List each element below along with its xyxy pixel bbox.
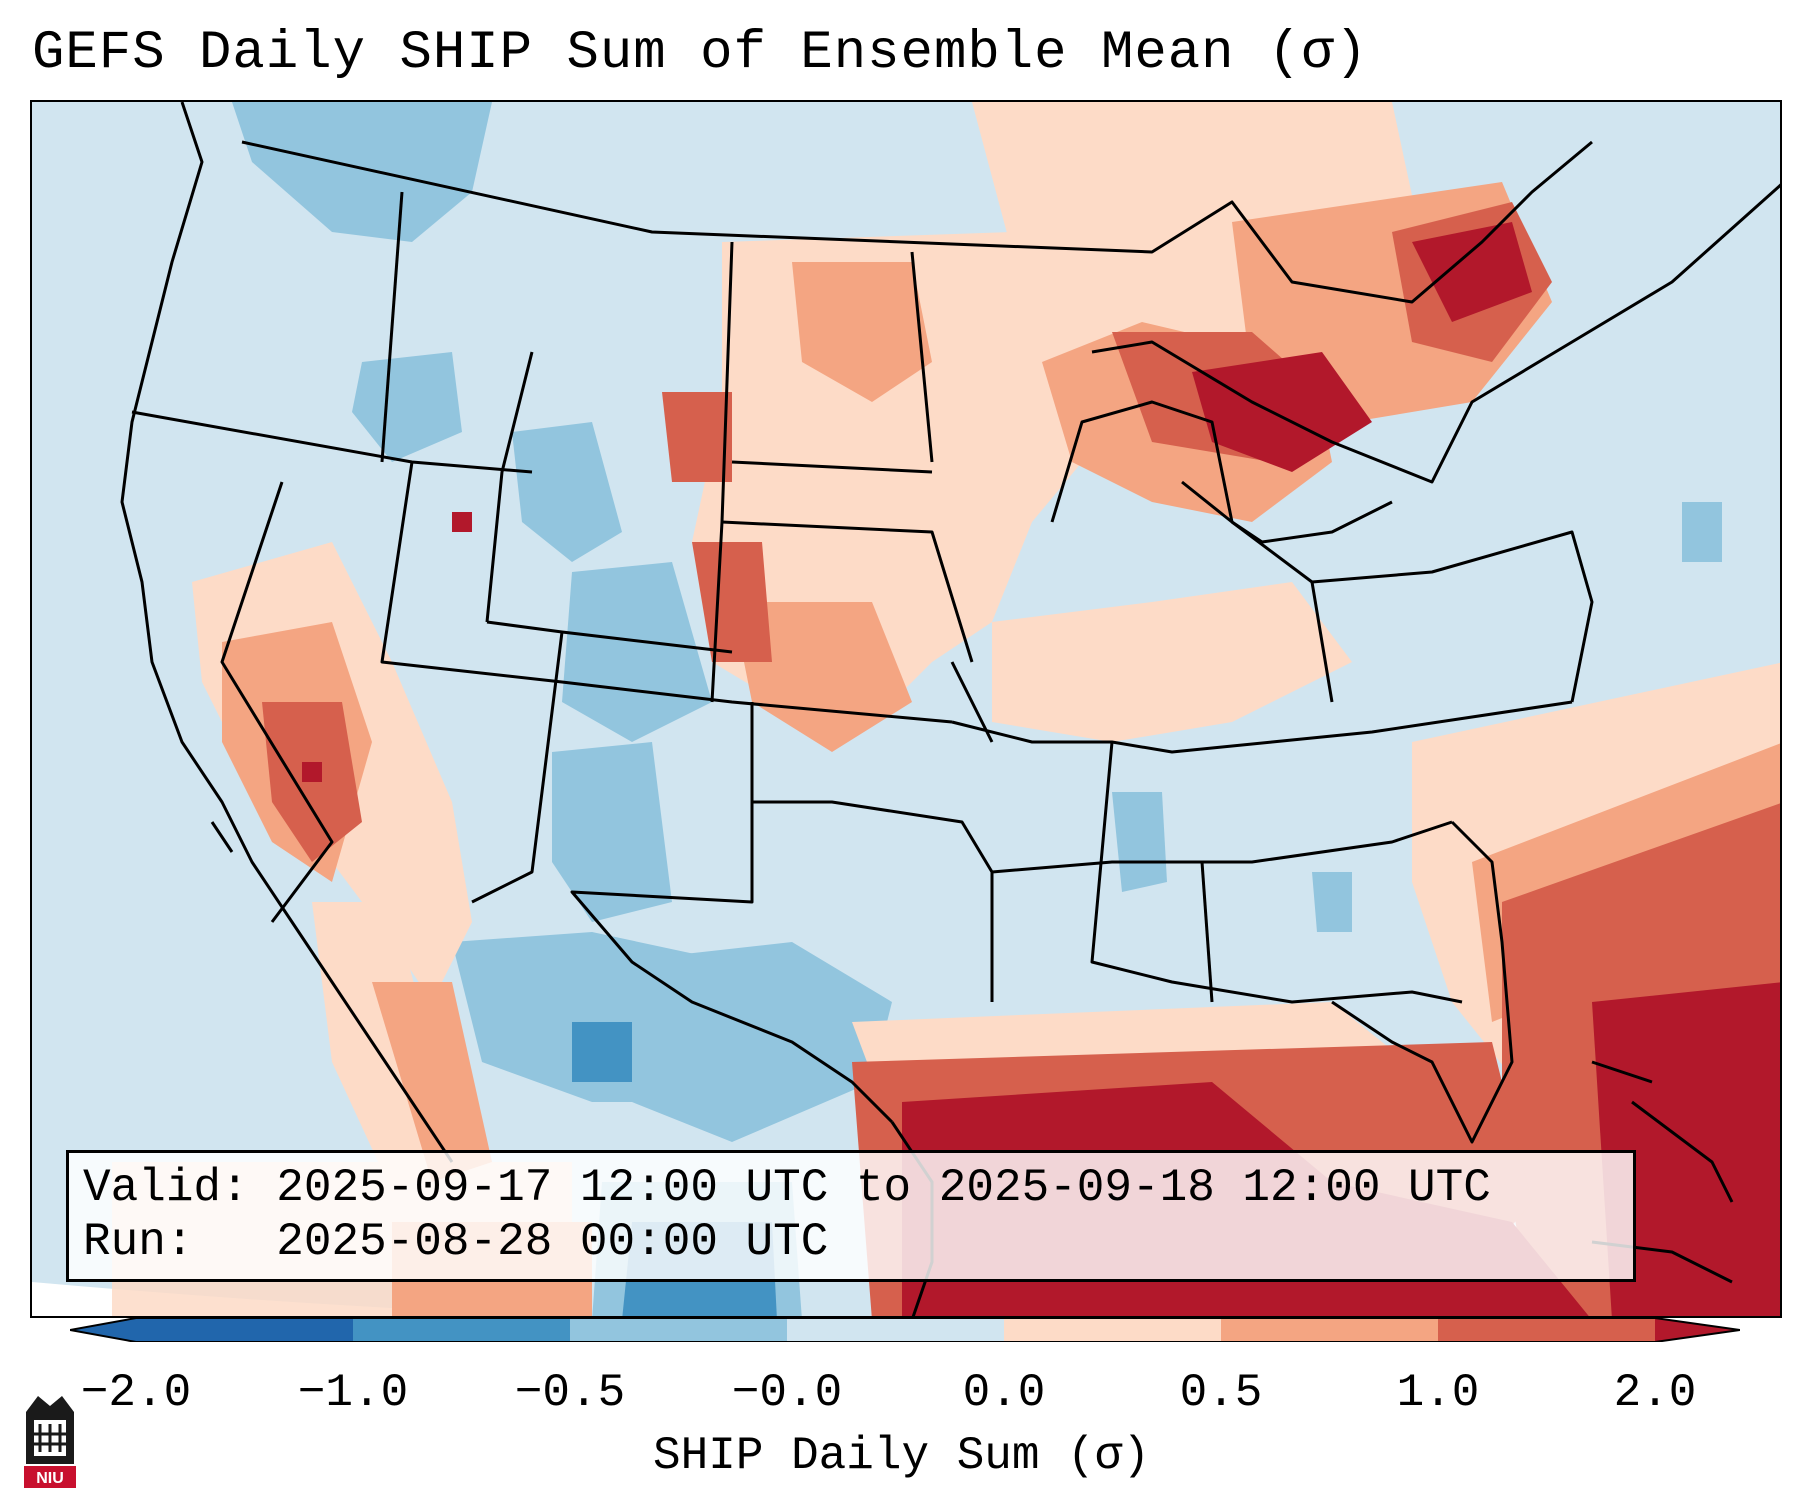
colorbar-tick-label: −0.5 <box>514 1367 626 1419</box>
colorbar-segment-3 <box>570 1318 787 1342</box>
colorbar-tick-label: −0.0 <box>731 1367 843 1419</box>
colorbar-tick-label: −1.0 <box>297 1367 409 1419</box>
valid-value: 2025-09-17 12:00 UTC to 2025-09-18 12:00… <box>276 1162 1491 1214</box>
map-title: GEFS Daily SHIP Sum of Ensemble Mean (σ) <box>32 23 1369 84</box>
colorbar-tick-label: 0.0 <box>962 1367 1046 1419</box>
run-value: 2025-08-28 00:00 UTC <box>276 1216 829 1268</box>
map-panel <box>30 100 1782 1318</box>
valid-row: Valid: 2025-09-17 12:00 UTC to 2025-09-1… <box>83 1161 1633 1215</box>
run-row: Run: 2025-08-28 00:00 UTC <box>83 1215 1633 1269</box>
colorbar-tick-label: 1.0 <box>1396 1367 1480 1419</box>
colorbar-tick-label: 0.5 <box>1179 1367 1263 1419</box>
niu-logo: NIU <box>24 1396 76 1488</box>
valid-label: Valid: <box>83 1162 249 1214</box>
colorbar-label: SHIP Daily Sum (σ) <box>653 1430 1150 1482</box>
validity-info-box: Valid: 2025-09-17 12:00 UTC to 2025-09-1… <box>66 1150 1636 1282</box>
colorbar-segment-1 <box>136 1318 353 1342</box>
colorbar-tick-label: −2.0 <box>80 1367 192 1419</box>
run-label: Run: <box>83 1216 194 1268</box>
colorbar-segment-2 <box>353 1318 570 1342</box>
logo-text: NIU <box>36 1470 64 1487</box>
political-boundaries <box>120 102 1780 1316</box>
colorbar-tick-label: 2.0 <box>1613 1367 1697 1419</box>
colorbar-extend-max <box>1655 1318 1740 1342</box>
colorbar-segment-6 <box>1221 1318 1438 1342</box>
anomaly-map <box>32 102 1780 1316</box>
colorbar-segment-5 <box>1004 1318 1221 1342</box>
colorbar-segment-4 <box>787 1318 1004 1342</box>
colorbar-segment-7 <box>1438 1318 1655 1342</box>
colorbar <box>70 1318 1740 1342</box>
colorbar-extend-min <box>70 1318 136 1342</box>
